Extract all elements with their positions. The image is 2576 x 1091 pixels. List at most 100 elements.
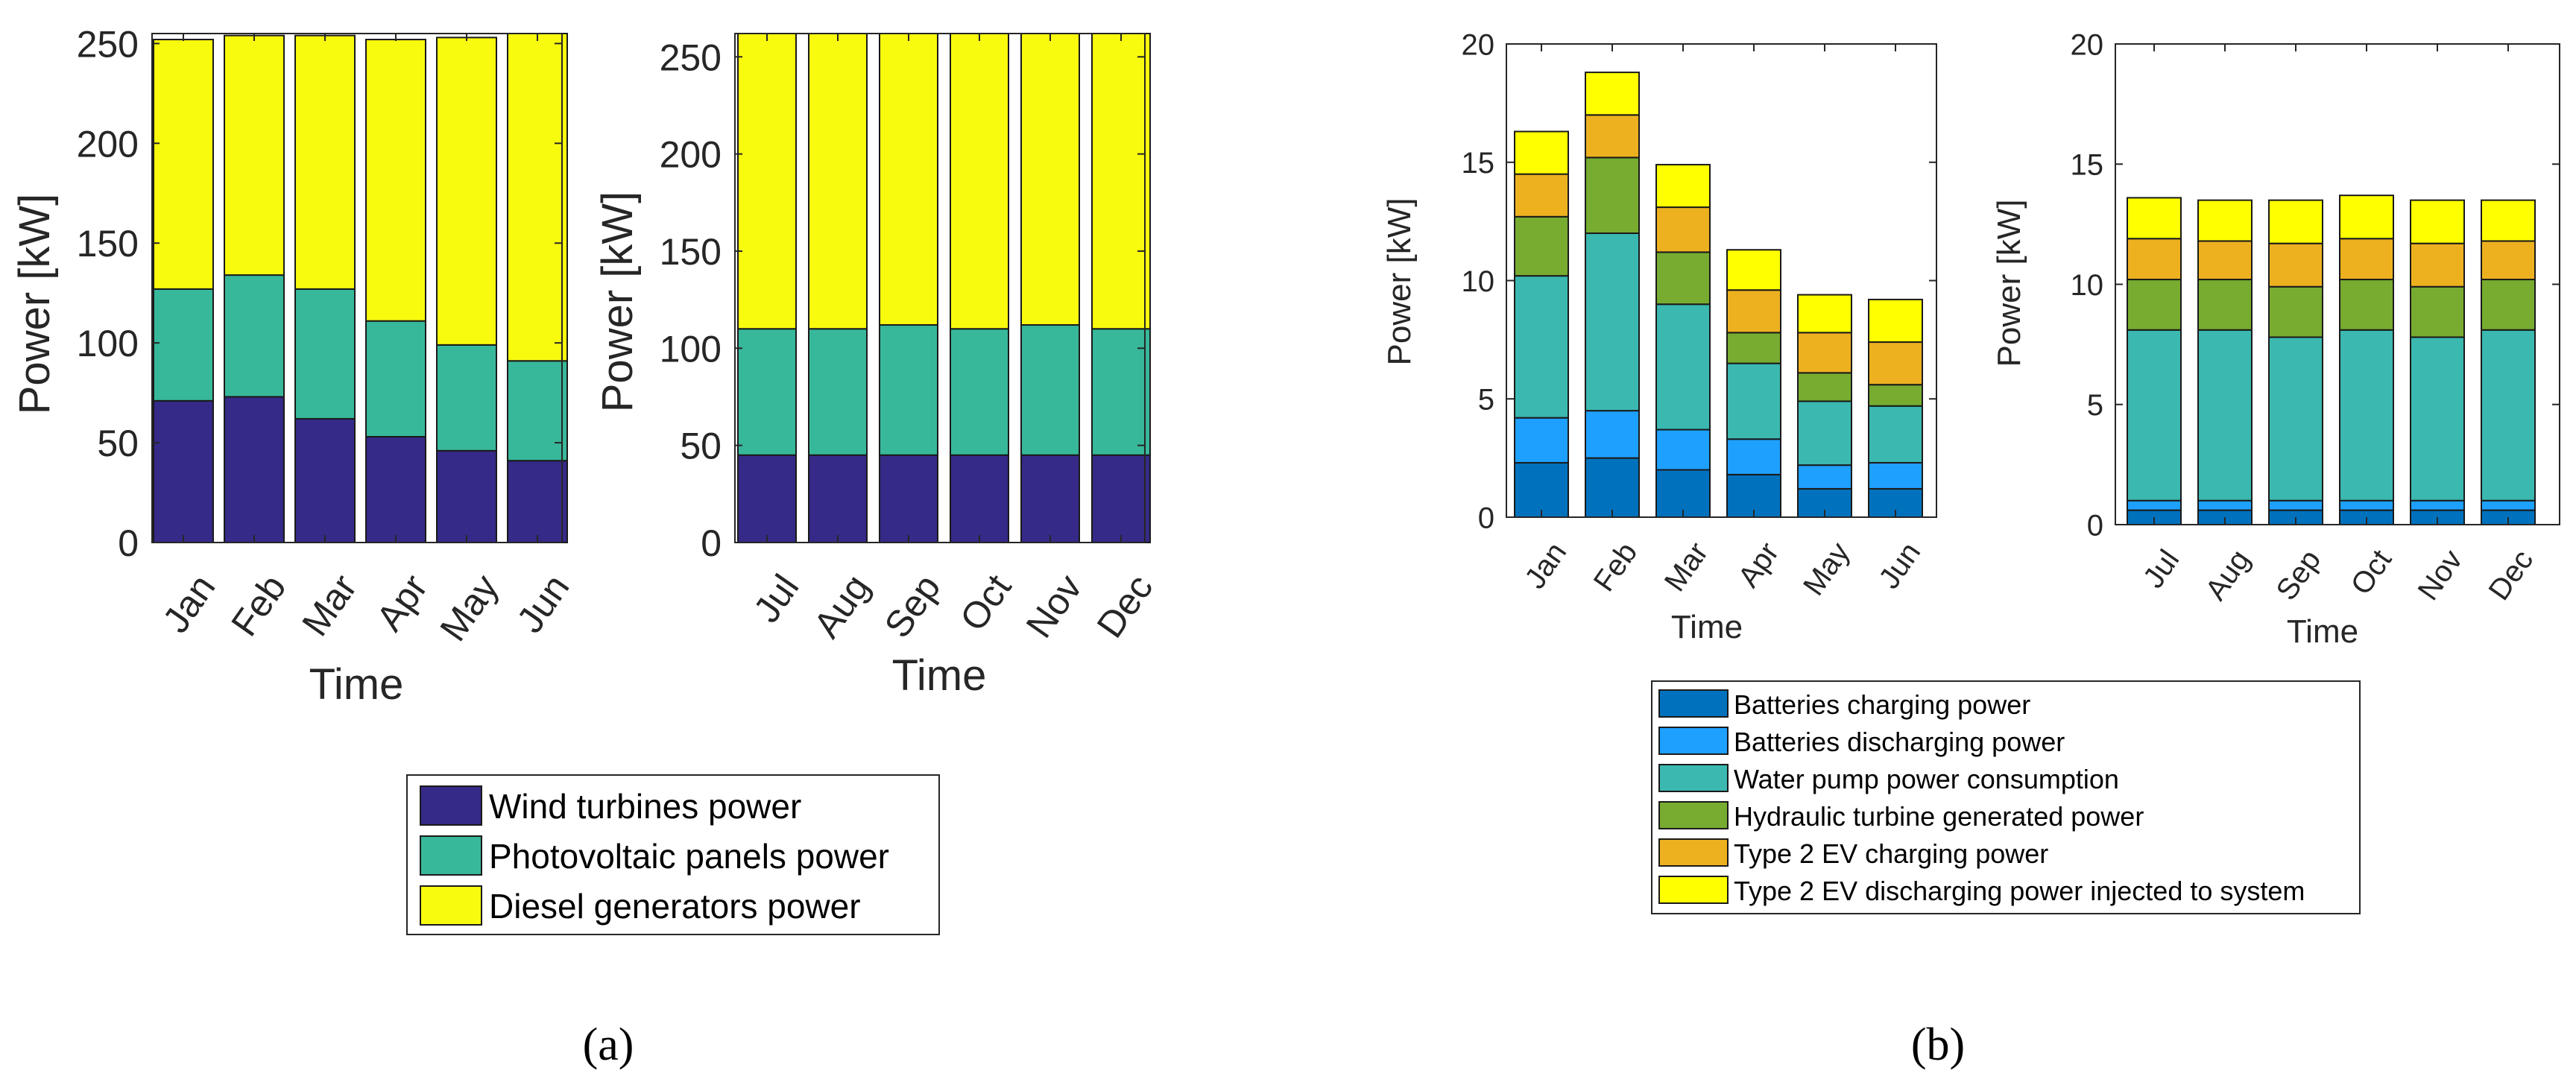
x-tick-label: Mar [294,567,364,644]
bar-segment [2410,199,2465,244]
bar-segment [365,436,426,544]
y-tick-label: 15 [2071,149,2104,182]
bar-segment [2339,238,2394,281]
bar-segment [2197,499,2253,511]
bar-segment [1091,33,1151,330]
legend-b-label-ev-discharge: Type 2 EV discharging power injected to … [1734,876,2305,906]
bar-segment [1514,275,1569,419]
legend-b-swatch-water-pump [1658,764,1729,792]
bar-segment [1091,328,1151,456]
bar-segment [2410,242,2465,288]
bar-segment [1726,289,1781,334]
bar-segment [507,33,568,362]
bar-segment [153,288,214,402]
bar-segment [1091,454,1151,544]
bar-segment [1655,251,1711,306]
y-tick-label: 0 [2087,509,2103,542]
bar-segment [1797,400,1852,467]
x-tick-label: Aug [2199,544,2256,607]
y-tick-label: 200 [77,123,139,165]
x-tick-label: Dec [1089,567,1161,645]
y-tick-label: 100 [77,323,139,364]
bar-segment [1020,454,1080,544]
legend-a-swatch-diesel [420,885,482,926]
y-tick-label: 200 [660,134,722,176]
bar-segment [2268,499,2323,511]
y-tick-label: 50 [97,423,139,464]
bar-segment [436,449,497,544]
bar-segment [2481,240,2536,281]
bar-segment [2197,199,2253,242]
bar-segment [2339,279,2394,331]
legend-a-box [406,774,940,935]
bar-segment [808,454,868,544]
y-tick-label: 5 [1478,384,1494,417]
x-axis-title: Time [309,660,404,709]
legend-b-swatch-hydraulic [1658,801,1729,829]
x-axis-title: Time [892,651,987,700]
legend-b-swatch-batt-charge [1658,689,1729,718]
bar-segment [2197,279,2253,331]
legend-a-label-diesel: Diesel generators power [489,887,861,926]
bar-segment [2339,329,2394,502]
bar-segment [2127,279,2182,331]
panel-label-b: (b) [1911,1019,1965,1070]
y-tick-label: 250 [77,23,139,65]
x-tick-label: Aug [806,567,878,645]
x-tick-label: Apr [1732,537,1786,593]
bar-segment [436,37,497,346]
legend-a-swatch-wind [420,785,482,826]
y-tick-label: 10 [2071,269,2104,302]
bar-segment [153,399,214,543]
x-tick-label: May [1797,537,1856,601]
x-tick-label: Nov [2411,544,2469,607]
bar-segment [1585,457,1640,518]
bar-segment [737,454,797,544]
legend-b-label-batt-discharge: Batteries discharging power [1734,727,2065,757]
x-tick-label: Oct [952,567,1020,639]
bar-segment [1797,332,1852,374]
bar-segment [153,39,214,290]
y-tick-label: 5 [2087,389,2103,422]
bar-segment [808,328,868,456]
bar-segment [1868,405,1923,464]
bar-segment [436,344,497,452]
bar-segment [1585,114,1640,159]
bar-segment [365,320,426,438]
bar-segment [2127,329,2182,502]
legend-b-box [1651,680,2361,914]
bar-segment [1514,215,1569,277]
bar-segment [2127,197,2182,240]
bar-segment [1797,464,1852,490]
x-tick-label: Sep [877,567,949,645]
bar-segment [2481,499,2536,511]
x-tick-label: Jul [2137,544,2185,594]
bar-segment [1726,332,1781,364]
axes-frame [734,33,1146,543]
bar-segment [1514,130,1569,175]
bar-segment [1655,429,1711,471]
y-tick-label: 150 [660,231,722,273]
y-tick-label: 250 [660,37,722,78]
bar-segment [1514,417,1569,464]
x-tick-label: Dec [2482,544,2539,607]
chart-b-right: Time Power [kW] 0 5 10 15 20 Jul Aug Sep Oct Nov D… [1991,28,2560,650]
x-tick-label: Jul [745,567,807,630]
bar-segment [737,328,797,456]
chart-b-left: Time Power [kW] 0 5 10 15 20 Jan Feb Mar Apr May J… [1381,28,1937,645]
x-tick-label: Jan [1518,537,1573,595]
bar-segment [1020,324,1080,456]
legend-a-label-wind: Wind turbines power [489,787,801,826]
bar-segment [1868,298,1923,344]
x-tick-label: Feb [223,567,294,644]
x-tick-label: Jun [1872,537,1927,595]
y-tick-label: 100 [660,328,722,370]
legend-a: Wind turbines power Photovoltaic panels … [406,774,940,935]
legend-b-label-ev-charge: Type 2 EV charging power [1734,838,2048,869]
bar-segment [950,454,1009,544]
bar-segment [294,34,356,290]
bar-segment [294,417,356,543]
bar-segment [2197,240,2253,281]
legend-a-label-pv: Photovoltaic panels power [489,837,889,876]
x-tick-label: Nov [1018,567,1090,645]
